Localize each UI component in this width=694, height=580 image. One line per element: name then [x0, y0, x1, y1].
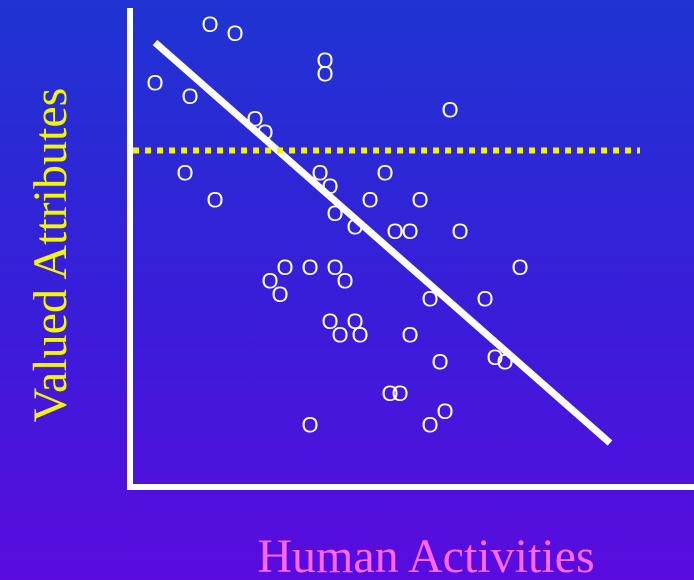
data-point-41: O — [436, 399, 453, 424]
data-point-24: O — [326, 255, 343, 280]
data-point-3: O — [146, 71, 163, 96]
data-point-42: O — [301, 413, 318, 438]
data-point-40: O — [391, 381, 408, 406]
data-point-43: O — [421, 413, 438, 438]
data-point-30: O — [476, 287, 493, 312]
data-point-39: O — [381, 381, 398, 406]
data-point-28: O — [336, 269, 353, 294]
trend-line — [152, 39, 613, 446]
data-point-32: O — [346, 309, 363, 334]
x-axis-label: Human Activities — [257, 530, 594, 580]
data-point-4: O — [181, 84, 198, 109]
data-point-36: O — [486, 345, 503, 370]
data-point-10: O — [176, 161, 193, 186]
data-point-11: O — [311, 161, 328, 186]
data-point-34: O — [351, 323, 368, 348]
data-point-1: O — [201, 12, 218, 37]
data-point-35: O — [401, 323, 418, 348]
data-point-5: O — [316, 48, 333, 73]
y-axis-label: Valued Attributes — [24, 88, 77, 423]
data-point-12: O — [376, 161, 393, 186]
data-point-22: O — [276, 255, 293, 280]
data-point-6: O — [316, 62, 333, 87]
series-lines — [133, 39, 640, 446]
data-point-37: O — [431, 350, 448, 375]
data-point-31: O — [321, 309, 338, 334]
data-point-21: O — [451, 219, 468, 244]
data-point-2: O — [226, 21, 243, 46]
data-point-15: O — [361, 188, 378, 213]
data-point-26: O — [261, 269, 278, 294]
data-point-19: O — [401, 219, 418, 244]
data-point-16: O — [411, 188, 428, 213]
data-point-20: O — [386, 219, 403, 244]
data-point-27: O — [271, 282, 288, 307]
data-point-25: O — [511, 255, 528, 280]
data-point-23: O — [301, 255, 318, 280]
data-point-14: O — [206, 188, 223, 213]
data-point-9: O — [441, 98, 458, 123]
data-point-33: O — [331, 323, 348, 348]
